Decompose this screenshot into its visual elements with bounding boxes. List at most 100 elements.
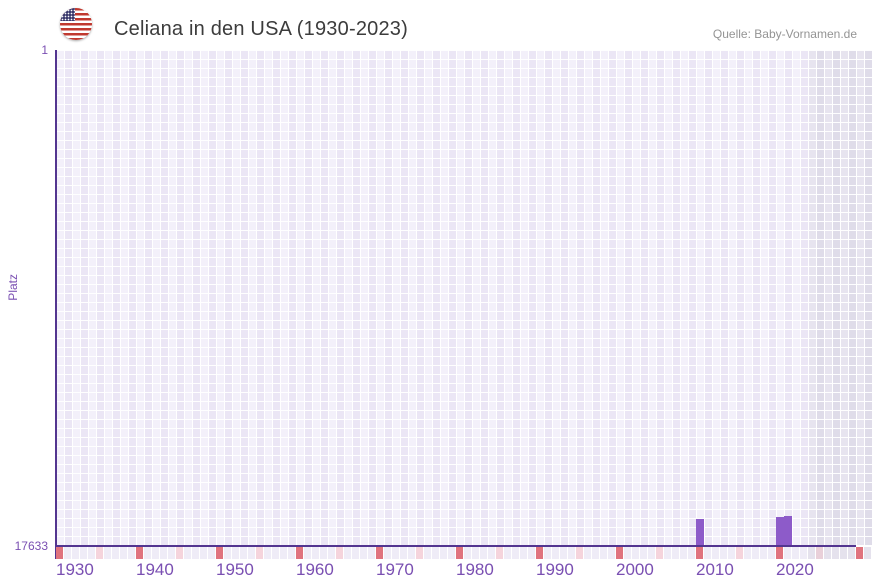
year-cell-1981	[464, 547, 472, 559]
year-cell-2018	[760, 547, 768, 559]
year-cell-1930	[56, 547, 64, 559]
year-cell-1938	[120, 547, 128, 559]
year-cell-1939	[128, 547, 136, 559]
x-tick-1980: 1980	[456, 560, 494, 579]
year-cell-2013	[720, 547, 728, 559]
year-cell-1969	[368, 547, 376, 559]
year-cell-1973	[400, 547, 408, 559]
year-cell-1987	[512, 547, 520, 559]
year-cell-1993	[560, 547, 568, 559]
year-cell-1988	[520, 547, 528, 559]
year-cell-1979	[448, 547, 456, 559]
us-flag-canton	[60, 8, 75, 21]
year-cell-1950	[216, 547, 224, 559]
year-cell-1980	[456, 547, 464, 559]
year-cell-1990	[536, 547, 544, 559]
rank-bar-2010	[696, 518, 704, 545]
year-cell-1974	[408, 547, 416, 559]
year-cell-1946	[184, 547, 192, 559]
year-cell-2002	[632, 547, 640, 559]
year-cell-1959	[288, 547, 296, 559]
year-cell-1955	[256, 547, 264, 559]
year-cell-1998	[600, 547, 608, 559]
year-cell-1983	[480, 547, 488, 559]
year-cell-1958	[280, 547, 288, 559]
inactive-years-overlay	[808, 50, 872, 545]
year-cell-2022	[792, 547, 800, 559]
year-cell-1986	[504, 547, 512, 559]
x-axis-labels: 1930 1940 1950 1960 1970 1980 1990 2000 2010 2020	[56, 560, 873, 584]
source-attribution: Quelle: Baby-Vornamen.de	[712, 27, 857, 41]
year-cell-1977	[432, 547, 440, 559]
year-cell-2009	[688, 547, 696, 559]
year-cell-1982	[472, 547, 480, 559]
year-cell-2024	[808, 547, 816, 559]
year-cell-1935	[96, 547, 104, 559]
year-cell-2017	[752, 547, 760, 559]
year-cell-2008	[680, 547, 688, 559]
year-cell-2021	[784, 547, 792, 559]
year-cell-2019	[768, 547, 776, 559]
year-cell-1997	[592, 547, 600, 559]
year-cell-2031	[864, 547, 872, 559]
plot-area	[56, 50, 872, 545]
year-cell-1943	[160, 547, 168, 559]
year-cell-1966	[344, 547, 352, 559]
rank-bar-2021	[784, 516, 792, 545]
year-cell-2029	[848, 547, 856, 559]
year-cell-2000	[616, 547, 624, 559]
year-cell-1944	[168, 547, 176, 559]
year-cell-1951	[224, 547, 232, 559]
x-tick-1970: 1970	[376, 560, 414, 579]
year-cell-1970	[376, 547, 384, 559]
year-cell-1933	[80, 547, 88, 559]
x-tick-2020: 2020	[776, 560, 814, 579]
year-cell-1947	[192, 547, 200, 559]
year-cell-1932	[72, 547, 80, 559]
year-cell-1952	[232, 547, 240, 559]
rank-bar-2020	[776, 517, 784, 545]
y-axis-label: Platz	[6, 274, 20, 301]
y-axis-tick-top: 1	[41, 43, 48, 57]
year-cell-1992	[552, 547, 560, 559]
year-cell-1962	[312, 547, 320, 559]
year-cell-1936	[104, 547, 112, 559]
year-cell-1934	[88, 547, 96, 559]
year-cell-1994	[568, 547, 576, 559]
year-cell-1985	[496, 547, 504, 559]
year-marker-strip	[56, 547, 872, 559]
year-cell-1961	[304, 547, 312, 559]
year-cell-1960	[296, 547, 304, 559]
year-cell-2012	[712, 547, 720, 559]
year-cell-1995	[576, 547, 584, 559]
year-cell-2026	[824, 547, 832, 559]
year-cell-2007	[672, 547, 680, 559]
year-cell-2001	[624, 547, 632, 559]
x-tick-1960: 1960	[296, 560, 334, 579]
year-cell-1999	[608, 547, 616, 559]
year-cell-1949	[208, 547, 216, 559]
year-cell-1964	[328, 547, 336, 559]
year-cell-2006	[664, 547, 672, 559]
year-cell-1967	[352, 547, 360, 559]
year-cell-2015	[736, 547, 744, 559]
year-cell-1948	[200, 547, 208, 559]
year-cell-2020	[776, 547, 784, 559]
y-axis-tick-bottom: 17633	[14, 539, 48, 553]
x-tick-1950: 1950	[216, 560, 254, 579]
year-cell-2003	[640, 547, 648, 559]
year-cell-2014	[728, 547, 736, 559]
year-cell-2016	[744, 547, 752, 559]
year-cell-1972	[392, 547, 400, 559]
us-flag-icon	[60, 8, 92, 40]
year-cell-1971	[384, 547, 392, 559]
chart-title: Celiana in den USA (1930-2023)	[114, 18, 408, 40]
year-cell-1963	[320, 547, 328, 559]
year-cell-1975	[416, 547, 424, 559]
year-cell-1965	[336, 547, 344, 559]
year-cell-2030	[856, 547, 864, 559]
y-axis-line	[55, 50, 57, 559]
year-cell-2025	[816, 547, 824, 559]
year-cell-1940	[136, 547, 144, 559]
x-tick-2010: 2010	[696, 560, 734, 579]
